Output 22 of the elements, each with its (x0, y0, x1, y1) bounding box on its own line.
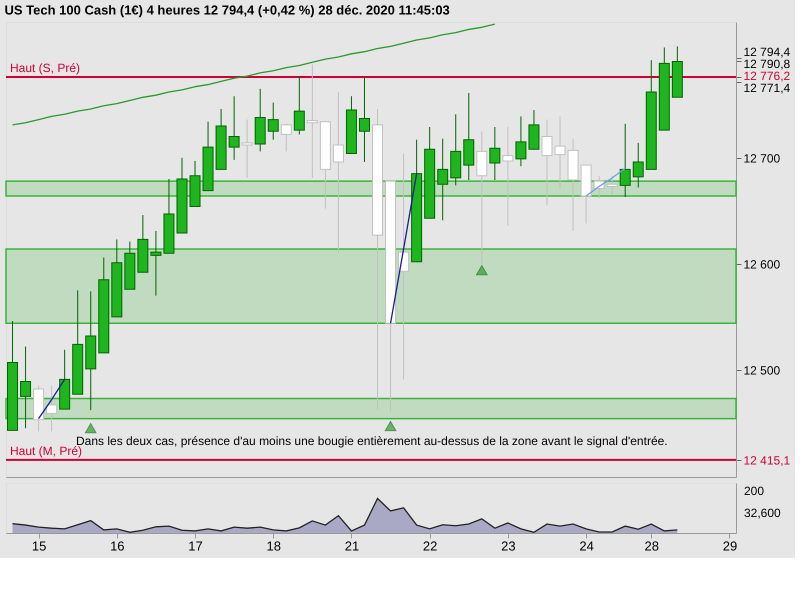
y-tick-label: 12 790,8 (744, 57, 791, 72)
x-tick-label: 23 (501, 538, 516, 554)
x-tick-label: 16 (110, 538, 125, 554)
text: 200 (744, 484, 764, 498)
y-tick-label: 12 415,1 (744, 453, 791, 468)
y-tick-label: 12 600 (744, 257, 781, 272)
y-tick-label: 12 776,2 (744, 69, 791, 84)
x-tick-label: 15 (32, 538, 46, 554)
x-tick-label: 21 (344, 538, 360, 554)
y-tick-label: 12 700 (744, 151, 781, 166)
y-tick-label: 12 500 (744, 363, 781, 378)
text: 32,600 (744, 506, 782, 520)
x-tick-label: 22 (422, 538, 438, 554)
y-tick-label: 12 771,4 (744, 81, 791, 96)
chart-title: US Tech 100 Cash (1€) 4 heures 12 794,4 (+0,42 %) 28 déc. 2020 11:45:03 (4, 2, 450, 18)
x-tick-label: 29 (722, 538, 738, 554)
x-tick-label: 18 (266, 538, 281, 554)
x-tick-label: 24 (579, 538, 594, 554)
x-tick-label: 28 (644, 538, 659, 554)
ref-line-label: Haut (S, Pré) (10, 60, 80, 75)
x-tick-label: 17 (188, 538, 203, 554)
y-tick-label: 12 794,4 (744, 45, 791, 60)
